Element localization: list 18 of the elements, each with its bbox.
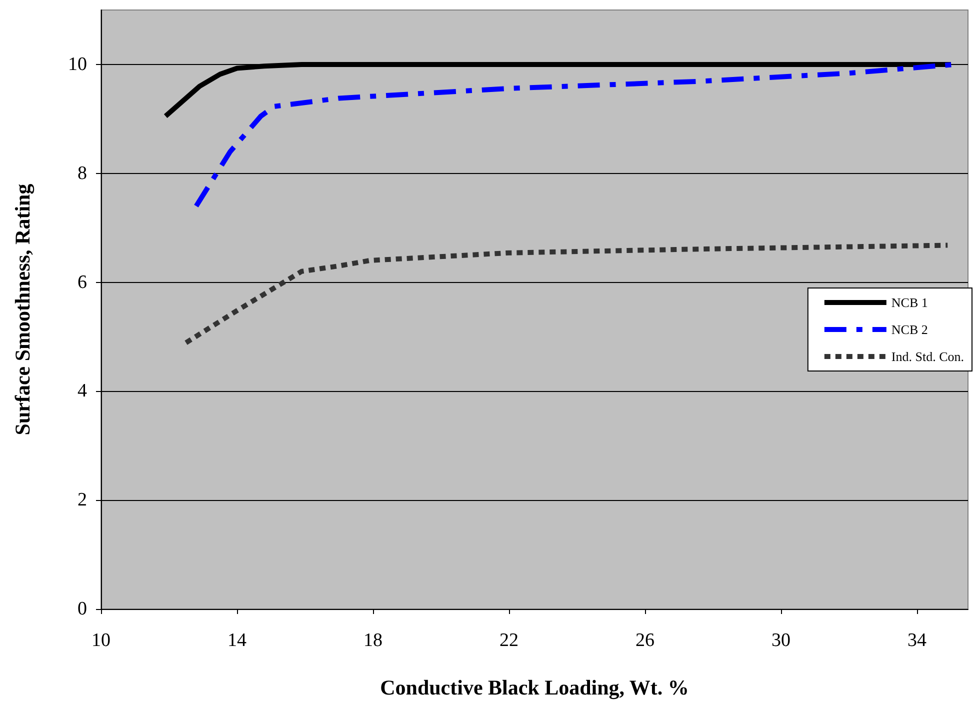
x-tick-label: 18 (364, 630, 382, 651)
legend-label: NCB 1 (891, 295, 928, 310)
x-tick-label: 10 (92, 630, 110, 651)
x-tick-label: 14 (228, 630, 247, 651)
y-axis-title: Surface Smoothness, Rating (10, 183, 34, 436)
y-tick-label: 10 (68, 54, 87, 75)
x-axis-title: Conductive Black Loading, Wt. % (380, 676, 689, 700)
y-tick-label: 8 (78, 162, 87, 184)
x-tick-label: 34 (908, 630, 927, 651)
y-tick-label: 0 (78, 598, 87, 620)
legend-label: NCB 2 (891, 322, 928, 337)
y-tick-label: 6 (78, 272, 87, 293)
x-tick-label: 30 (772, 630, 790, 651)
x-tick-label: 22 (500, 630, 518, 651)
y-tick-label: 2 (78, 490, 87, 511)
legend-label: Ind. Std. Con. (891, 349, 964, 364)
y-tick-label: 4 (78, 380, 88, 402)
x-tick-label: 26 (636, 630, 654, 651)
